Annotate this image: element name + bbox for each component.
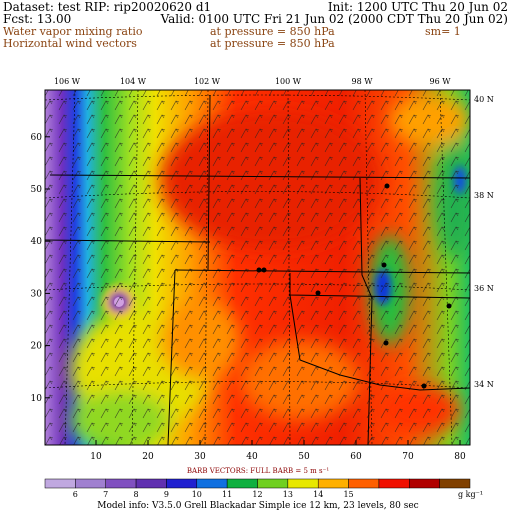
colorbar-swatch xyxy=(105,478,137,489)
colorbar-swatch xyxy=(135,478,167,489)
colorbar: 6 7 8 9 10 11 12 13 14 15 g kg⁻¹ xyxy=(44,478,483,499)
x-tick-label: 20 xyxy=(142,452,154,462)
colorbar-swatch xyxy=(439,478,471,489)
colorbar-swatch xyxy=(226,478,258,489)
plot-frame xyxy=(44,89,471,446)
x-tick-label: 30 xyxy=(194,452,206,462)
colorbar-label: 11 xyxy=(222,490,232,499)
y-tick-label: 50 xyxy=(31,185,43,195)
x-tick-label: 60 xyxy=(350,452,362,462)
colorbar-label: 6 xyxy=(73,490,78,499)
lon-label: 106 W xyxy=(54,77,81,86)
x-tick-label: 70 xyxy=(402,452,414,462)
colorbar-label: 12 xyxy=(252,490,262,499)
valid-label: Valid: 0100 UTC Fri 21 Jun 02 (2000 CDT … xyxy=(160,12,508,26)
colorbar-swatch xyxy=(287,478,319,489)
smoothing-label: sm= 1 xyxy=(425,25,461,38)
colorbar-swatch xyxy=(75,478,106,489)
lon-label: 102 W xyxy=(194,77,221,86)
init-label: Init: 1200 UTC Thu 20 Jun 02 xyxy=(328,0,508,14)
moisture-field xyxy=(45,90,470,445)
field1-label: Water vapor mixing ratio xyxy=(3,25,143,38)
lat-label: 38 N xyxy=(474,191,494,200)
lon-label: 100 W xyxy=(275,77,302,86)
colorbar-label: 7 xyxy=(103,490,108,499)
y-tick-label: 30 xyxy=(31,289,43,299)
x-tick-label: 10 xyxy=(90,452,102,462)
y-tick-label: 10 xyxy=(31,394,43,404)
y-tick-label: 40 xyxy=(31,237,43,247)
colorbar-swatch xyxy=(196,478,228,489)
colorbar-swatch xyxy=(317,478,349,489)
colorbar-swatch xyxy=(348,478,380,489)
colorbar-unit: g kg⁻¹ xyxy=(458,490,483,499)
colorbar-label: 9 xyxy=(164,490,169,499)
lon-label: 104 W xyxy=(120,77,147,86)
colorbar-label: 8 xyxy=(134,490,139,499)
lat-label: 34 N xyxy=(474,380,494,389)
lat-label: 40 N xyxy=(474,95,494,104)
x-tick-label: 40 xyxy=(246,452,258,462)
colorbar-swatch xyxy=(44,478,76,489)
fcst-label: Fcst: 13.00 xyxy=(3,12,71,26)
colorbar-swatch xyxy=(409,478,440,489)
y-tick-label: 20 xyxy=(31,342,43,352)
colorbar-swatch xyxy=(166,478,198,489)
colorbar-label: 14 xyxy=(313,490,323,499)
colorbar-label: 15 xyxy=(343,490,353,499)
colorbar-swatch xyxy=(257,478,289,489)
x-tick-label: 50 xyxy=(298,452,310,462)
lon-label: 98 W xyxy=(352,77,374,86)
lon-label: 96 W xyxy=(430,77,452,86)
lat-label: 36 N xyxy=(474,284,494,293)
ticks: 10 20 30 40 50 60 70 80 10 20 30 40 50 60 106 W 104 W 10… xyxy=(31,77,494,462)
y-tick-label: 60 xyxy=(31,133,43,143)
footer: Model info: V3.5.0 Grell Blackadar Simpl… xyxy=(97,501,418,511)
field2-label: Horizontal wind vectors xyxy=(3,37,137,50)
barb-note: BARB VECTORS: FULL BARB = 5 m s⁻¹ xyxy=(187,467,329,475)
dataset-label: Dataset: test RIP: rip20020620 d1 xyxy=(3,0,211,14)
pressure2-label: at pressure = 850 hPa xyxy=(210,37,335,50)
colorbar-swatch xyxy=(378,478,410,489)
colorbar-label: 10 xyxy=(192,490,202,499)
x-tick-label: 80 xyxy=(454,452,466,462)
colorbar-label: 13 xyxy=(283,490,293,499)
pressure1-label: at pressure = 850 hPa xyxy=(210,25,335,38)
